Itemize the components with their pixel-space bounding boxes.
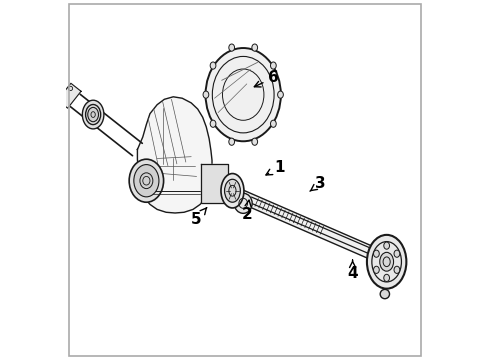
Polygon shape xyxy=(57,83,81,108)
Text: 2: 2 xyxy=(242,200,252,221)
Ellipse shape xyxy=(205,48,281,141)
Ellipse shape xyxy=(224,179,240,202)
Ellipse shape xyxy=(367,235,406,289)
Polygon shape xyxy=(209,178,384,263)
Ellipse shape xyxy=(88,107,98,122)
Text: 3: 3 xyxy=(310,176,326,191)
Polygon shape xyxy=(137,97,212,213)
Ellipse shape xyxy=(221,174,244,208)
Ellipse shape xyxy=(229,44,235,51)
Text: 6: 6 xyxy=(254,70,279,87)
Ellipse shape xyxy=(384,242,390,249)
Ellipse shape xyxy=(252,138,258,145)
Ellipse shape xyxy=(82,100,104,129)
Ellipse shape xyxy=(210,120,216,127)
Ellipse shape xyxy=(210,62,216,69)
Ellipse shape xyxy=(270,62,276,69)
Text: 5: 5 xyxy=(191,208,207,227)
Ellipse shape xyxy=(278,91,283,98)
Ellipse shape xyxy=(203,91,209,98)
Ellipse shape xyxy=(270,120,276,127)
Ellipse shape xyxy=(373,250,379,257)
Ellipse shape xyxy=(380,289,390,299)
Polygon shape xyxy=(201,164,228,203)
Ellipse shape xyxy=(68,86,73,91)
Text: 4: 4 xyxy=(347,260,358,281)
Text: 1: 1 xyxy=(266,160,284,175)
Ellipse shape xyxy=(234,193,252,213)
Ellipse shape xyxy=(229,138,235,145)
Ellipse shape xyxy=(129,159,164,202)
Ellipse shape xyxy=(373,266,379,273)
Ellipse shape xyxy=(134,165,159,197)
Ellipse shape xyxy=(384,274,390,282)
Ellipse shape xyxy=(380,252,393,271)
Ellipse shape xyxy=(60,96,65,101)
Ellipse shape xyxy=(394,266,400,273)
Ellipse shape xyxy=(394,250,400,257)
Ellipse shape xyxy=(252,44,258,51)
